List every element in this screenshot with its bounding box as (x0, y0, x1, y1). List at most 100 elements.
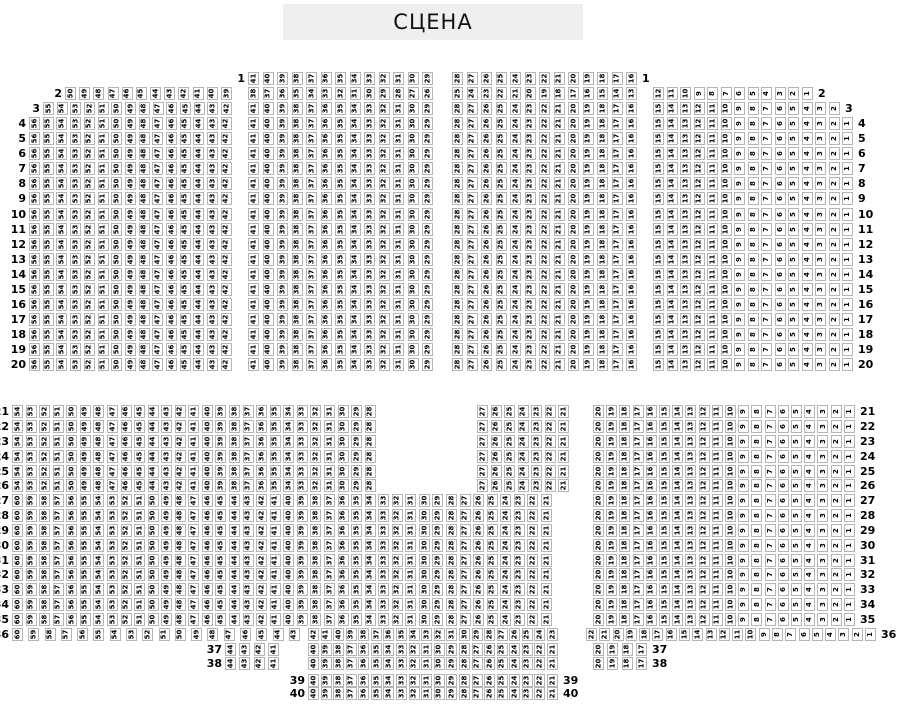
seat-row7-n28[interactable]: 28 (452, 162, 463, 175)
seat-row33-n20[interactable]: 20 (593, 583, 604, 596)
seat-row19-n38[interactable]: 38 (291, 343, 303, 356)
seat-row28-n6[interactable]: 6 (777, 509, 789, 522)
seat-row29-n16[interactable]: 16 (645, 524, 657, 537)
seat-row35-n59[interactable]: 59 (25, 613, 37, 626)
seat-row9-n30[interactable]: 30 (407, 192, 419, 205)
seat-row12-n50[interactable]: 50 (111, 238, 123, 251)
seat-row8-n17[interactable]: 17 (611, 177, 623, 190)
seat-row35-n26[interactable]: 26 (473, 613, 485, 626)
seat-row13-n24[interactable]: 24 (510, 253, 521, 266)
seat-row9-n15[interactable]: 15 (653, 192, 664, 205)
seat-row30-n15[interactable]: 15 (659, 539, 671, 552)
seat-row19-n17[interactable]: 17 (611, 343, 623, 356)
seat-row27-n45[interactable]: 45 (215, 494, 227, 507)
seat-row31-n56[interactable]: 56 (66, 554, 78, 567)
seat-row16-n18[interactable]: 18 (597, 298, 608, 311)
seat-row18-n31[interactable]: 31 (393, 328, 404, 341)
seat-row38-n24[interactable]: 24 (509, 657, 521, 670)
seat-row29-n9[interactable]: 9 (738, 524, 750, 537)
seat-row2-n38[interactable]: 38 (248, 87, 259, 100)
seat-row12-n27[interactable]: 27 (466, 238, 478, 251)
seat-row22-n3[interactable]: 3 (817, 420, 829, 433)
seat-row31-n48[interactable]: 48 (174, 554, 186, 567)
seat-row29-n6[interactable]: 6 (777, 524, 789, 537)
seat-row26-n49[interactable]: 49 (79, 479, 91, 492)
seat-row18-n48[interactable]: 48 (138, 328, 150, 341)
seat-row15-n32[interactable]: 32 (378, 283, 390, 296)
seat-row38-n22[interactable]: 22 (534, 657, 546, 670)
seat-row37-n39[interactable]: 39 (320, 643, 332, 656)
seat-row34-n35[interactable]: 35 (351, 598, 363, 611)
seat-row23-n25[interactable]: 25 (504, 435, 515, 448)
seat-row9-n38[interactable]: 38 (291, 192, 303, 205)
seat-row15-n52[interactable]: 52 (83, 283, 95, 296)
seat-row5-n30[interactable]: 30 (407, 132, 419, 145)
seat-row23-n51[interactable]: 51 (52, 435, 64, 448)
seat-row12-n51[interactable]: 51 (97, 238, 109, 251)
seat-row16-n27[interactable]: 27 (466, 298, 478, 311)
seat-row16-n9[interactable]: 9 (734, 298, 745, 311)
seat-row15-n47[interactable]: 47 (152, 283, 164, 296)
seat-row32-n43[interactable]: 43 (242, 568, 254, 581)
seat-row3-n4[interactable]: 4 (801, 102, 813, 115)
seat-row22-n26[interactable]: 26 (490, 420, 502, 433)
seat-row34-n29[interactable]: 29 (432, 598, 444, 611)
seat-row21-n45[interactable]: 45 (134, 405, 146, 418)
seat-row6-n31[interactable]: 31 (393, 147, 404, 160)
seat-row26-n34[interactable]: 34 (283, 479, 295, 492)
seat-row3-n53[interactable]: 53 (70, 102, 82, 115)
seat-row30-n24[interactable]: 24 (500, 539, 512, 552)
seat-row23-n40[interactable]: 40 (201, 435, 213, 448)
seat-row23-n6[interactable]: 6 (777, 435, 789, 448)
seat-row29-n8[interactable]: 8 (751, 524, 763, 537)
seat-row30-n51[interactable]: 51 (134, 539, 146, 552)
seat-row22-n45[interactable]: 45 (134, 420, 146, 433)
seat-row27-n1[interactable]: 1 (843, 494, 855, 507)
seat-row4-n26[interactable]: 26 (481, 117, 492, 130)
seat-row28-n11[interactable]: 11 (711, 509, 723, 522)
seat-row32-n20[interactable]: 20 (593, 568, 604, 581)
seat-row21-n34[interactable]: 34 (283, 405, 295, 418)
seat-row10-n34[interactable]: 34 (349, 208, 361, 221)
seat-row4-n24[interactable]: 24 (510, 117, 521, 130)
seat-row21-n8[interactable]: 8 (751, 405, 763, 418)
seat-row21-n20[interactable]: 20 (593, 405, 604, 418)
seat-row25-n10[interactable]: 10 (725, 465, 737, 478)
seat-row17-n10[interactable]: 10 (720, 313, 732, 326)
seat-row24-n1[interactable]: 1 (843, 450, 855, 463)
seat-row30-n26[interactable]: 26 (473, 539, 485, 552)
seat-row25-n2[interactable]: 2 (830, 465, 842, 478)
seat-row7-n55[interactable]: 55 (42, 162, 54, 175)
seat-row25-n5[interactable]: 5 (791, 465, 803, 478)
seat-row36-n10[interactable]: 10 (745, 628, 757, 641)
seat-row20-n53[interactable]: 53 (70, 358, 82, 371)
seat-row21-n22[interactable]: 22 (544, 405, 556, 418)
seat-row16-n45[interactable]: 45 (179, 298, 191, 311)
seat-row35-n57[interactable]: 57 (52, 613, 64, 626)
seat-row28-n4[interactable]: 4 (804, 509, 816, 522)
seat-row14-n7[interactable]: 7 (761, 268, 772, 281)
seat-row37-n25[interactable]: 25 (496, 643, 508, 656)
seat-row27-n35[interactable]: 35 (351, 494, 363, 507)
seat-row21-n13[interactable]: 13 (685, 405, 697, 418)
seat-row35-n58[interactable]: 58 (39, 613, 51, 626)
seat-row13-n37[interactable]: 37 (306, 253, 317, 266)
seat-row31-n16[interactable]: 16 (645, 554, 657, 567)
seat-row25-n18[interactable]: 18 (619, 465, 631, 478)
seat-row34-n11[interactable]: 11 (711, 598, 723, 611)
seat-row20-n21[interactable]: 21 (553, 358, 565, 371)
seat-row20-n26[interactable]: 26 (481, 358, 492, 371)
seat-row9-n55[interactable]: 55 (42, 192, 54, 205)
seat-row11-n45[interactable]: 45 (179, 223, 191, 236)
seat-row30-n3[interactable]: 3 (817, 539, 829, 552)
seat-row31-n41[interactable]: 41 (269, 554, 281, 567)
seat-row32-n23[interactable]: 23 (513, 568, 525, 581)
seat-row37-n33[interactable]: 33 (396, 643, 408, 656)
seat-row1-n20[interactable]: 20 (568, 72, 579, 85)
seat-row25-n24[interactable]: 24 (517, 465, 529, 478)
seat-row27-n52[interactable]: 52 (120, 494, 132, 507)
seat-row37-n43[interactable]: 43 (239, 643, 251, 656)
seat-row9-n53[interactable]: 53 (70, 192, 82, 205)
seat-row16-n20[interactable]: 20 (568, 298, 579, 311)
seat-row20-n16[interactable]: 16 (626, 358, 637, 371)
